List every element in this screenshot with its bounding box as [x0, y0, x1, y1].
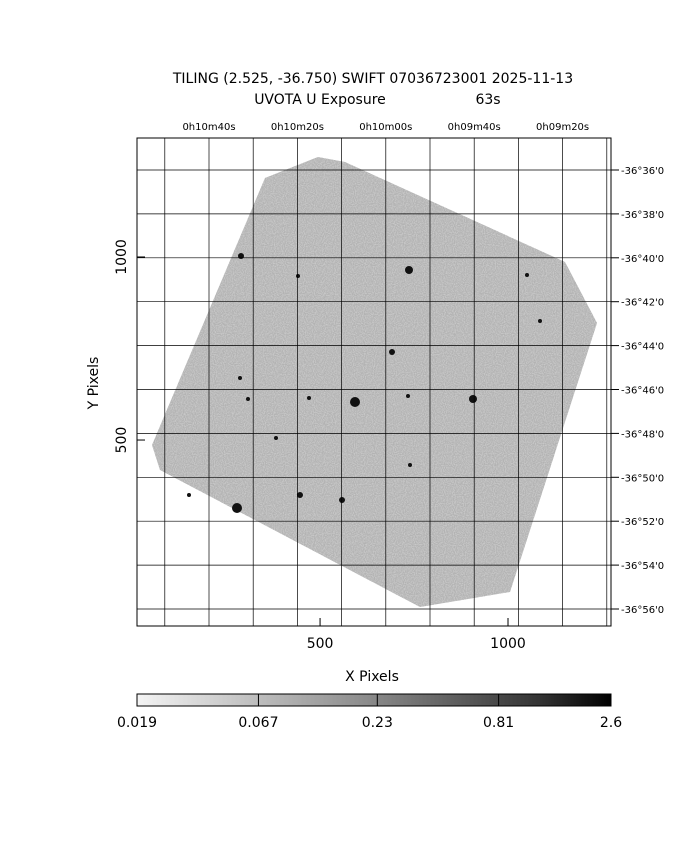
exposure: 63s: [475, 92, 500, 108]
colorbar-tick-label: 0.81: [483, 715, 514, 731]
ra-label: 0h09m40s: [448, 122, 501, 133]
ra-label: 0h10m00s: [359, 122, 412, 133]
colorbar-tick-label: 0.019: [117, 715, 157, 731]
x-tick-label: 500: [307, 636, 334, 652]
colorbar: [136, 693, 612, 707]
dec-label: -36°44'0: [621, 342, 664, 353]
plot-frame: [136, 137, 612, 627]
ra-label: 0h10m40s: [182, 122, 235, 133]
y-tick-label: 1000: [114, 239, 130, 275]
dec-label: -36°36'0: [621, 166, 664, 177]
dec-label: -36°42'0: [621, 298, 664, 309]
dec-label: -36°46'0: [621, 386, 664, 397]
colorbar-tick-label: 0.067: [238, 715, 278, 731]
dec-label: -36°48'0: [621, 429, 664, 440]
dec-label: -36°40'0: [621, 254, 664, 265]
title: TILING (2.525, -36.750) SWIFT 0703672300…: [172, 71, 573, 87]
y-tick-label: 500: [114, 427, 130, 454]
dec-label: -36°50'0: [621, 473, 664, 484]
y-axis-label: Y Pixels: [86, 357, 102, 411]
dec-label: -36°52'0: [621, 517, 664, 528]
sky-image: [152, 157, 597, 607]
x-tick-label: 1000: [490, 636, 526, 652]
ra-label: 0h09m20s: [536, 122, 589, 133]
colorbar-tick-label: 0.23: [362, 715, 393, 731]
ra-label: 0h10m20s: [271, 122, 324, 133]
dec-label: -36°38'0: [621, 210, 664, 221]
dec-label: -36°56'0: [621, 605, 664, 616]
x-axis-label: X Pixels: [345, 669, 399, 685]
subtitle: UVOTA U Exposure: [254, 92, 386, 108]
colorbar-tick-label: 2.6: [600, 715, 622, 731]
dec-label: -36°54'0: [621, 561, 664, 572]
